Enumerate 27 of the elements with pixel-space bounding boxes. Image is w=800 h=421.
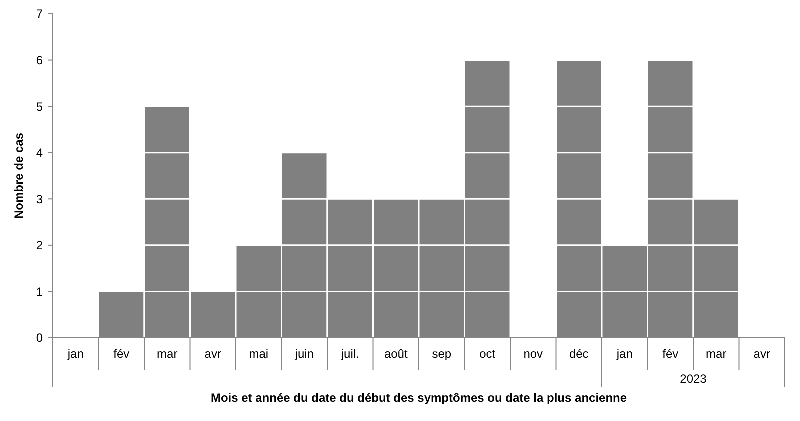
text: 2023 [680, 372, 708, 386]
x-tick-label: juil. [340, 347, 360, 361]
x-tick-label: avr [754, 347, 770, 361]
y-tick-label: 5 [36, 100, 44, 114]
x-tick-label: fév [662, 347, 679, 361]
y-tick-label: 1 [36, 284, 44, 299]
x-tick-label: oct [480, 347, 496, 361]
y-tick-label: 2 [36, 238, 44, 253]
x-tick-label: mar [157, 347, 178, 361]
x-tick-label: jan [616, 347, 633, 361]
x-tick-label: jan [66, 347, 84, 361]
x-tick-label: avr [204, 347, 222, 361]
x-tick-label: sep [432, 347, 452, 361]
x-tick-label: mar [706, 347, 727, 361]
x-tick-label: nov [524, 347, 544, 361]
x-tick-label: juin [294, 347, 314, 361]
x-axis-title: Mois et année du date du début des symptômes ou date la plus ancienne [210, 391, 628, 405]
y-tick-label: 7 [36, 7, 44, 22]
y-axis-title: Nombre de cas [12, 132, 26, 220]
x-tick-label: août [384, 347, 408, 361]
x-tick-label: fév [114, 347, 130, 361]
y-tick-label: 6 [36, 53, 44, 68]
y-tick-label: 3 [36, 192, 44, 206]
x-tick-label: déc [569, 347, 589, 361]
y-tick-label: 0 [36, 331, 44, 346]
x-tick-label: mai [249, 347, 269, 361]
y-tick-label: 4 [36, 146, 44, 160]
